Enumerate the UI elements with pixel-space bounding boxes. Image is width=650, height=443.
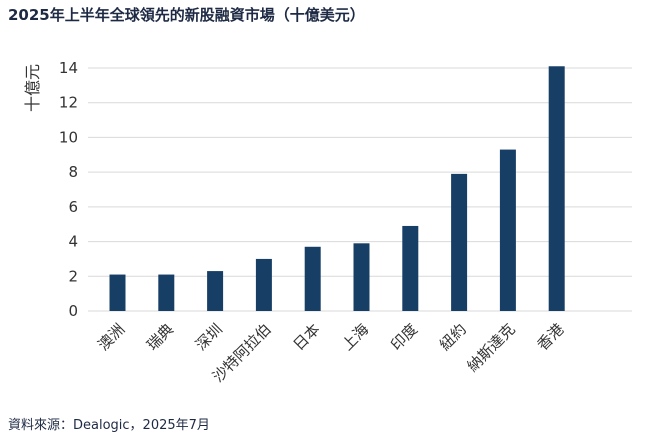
- y-tick-label: 12: [59, 94, 78, 112]
- y-axis-title: 十億元: [23, 64, 42, 112]
- category-label: 上海: [338, 320, 372, 354]
- y-tick-label: 14: [59, 59, 78, 77]
- bar: [402, 225, 419, 311]
- category-label: 澳洲: [94, 320, 128, 354]
- category-label: 納斯達克: [464, 320, 519, 375]
- bar: [304, 246, 321, 311]
- bar: [207, 271, 224, 311]
- bar: [109, 274, 126, 311]
- bar: [499, 149, 516, 311]
- y-tick-label: 2: [68, 267, 78, 285]
- category-label: 深圳: [192, 320, 226, 354]
- y-tick-label: 10: [59, 128, 78, 146]
- bar: [255, 258, 272, 311]
- category-label: 瑞典: [143, 320, 177, 354]
- bar: [548, 66, 565, 311]
- category-label: 紐約: [436, 320, 470, 354]
- y-tick-label: 8: [68, 163, 78, 181]
- y-tick-label: 0: [68, 302, 78, 320]
- category-label: 日本: [290, 320, 324, 354]
- category-label: 印度: [387, 320, 421, 354]
- y-tick-label: 6: [68, 198, 78, 216]
- bar: [451, 173, 468, 311]
- chart-title: 2025年上半年全球領先的新股融資市場（十億美元）: [8, 6, 365, 24]
- category-label: 香港: [534, 320, 568, 354]
- bar: [158, 274, 175, 311]
- bar: [353, 243, 370, 311]
- y-tick-label: 4: [68, 233, 78, 251]
- source-note: 資料來源：Dealogic，2025年7月: [8, 418, 210, 433]
